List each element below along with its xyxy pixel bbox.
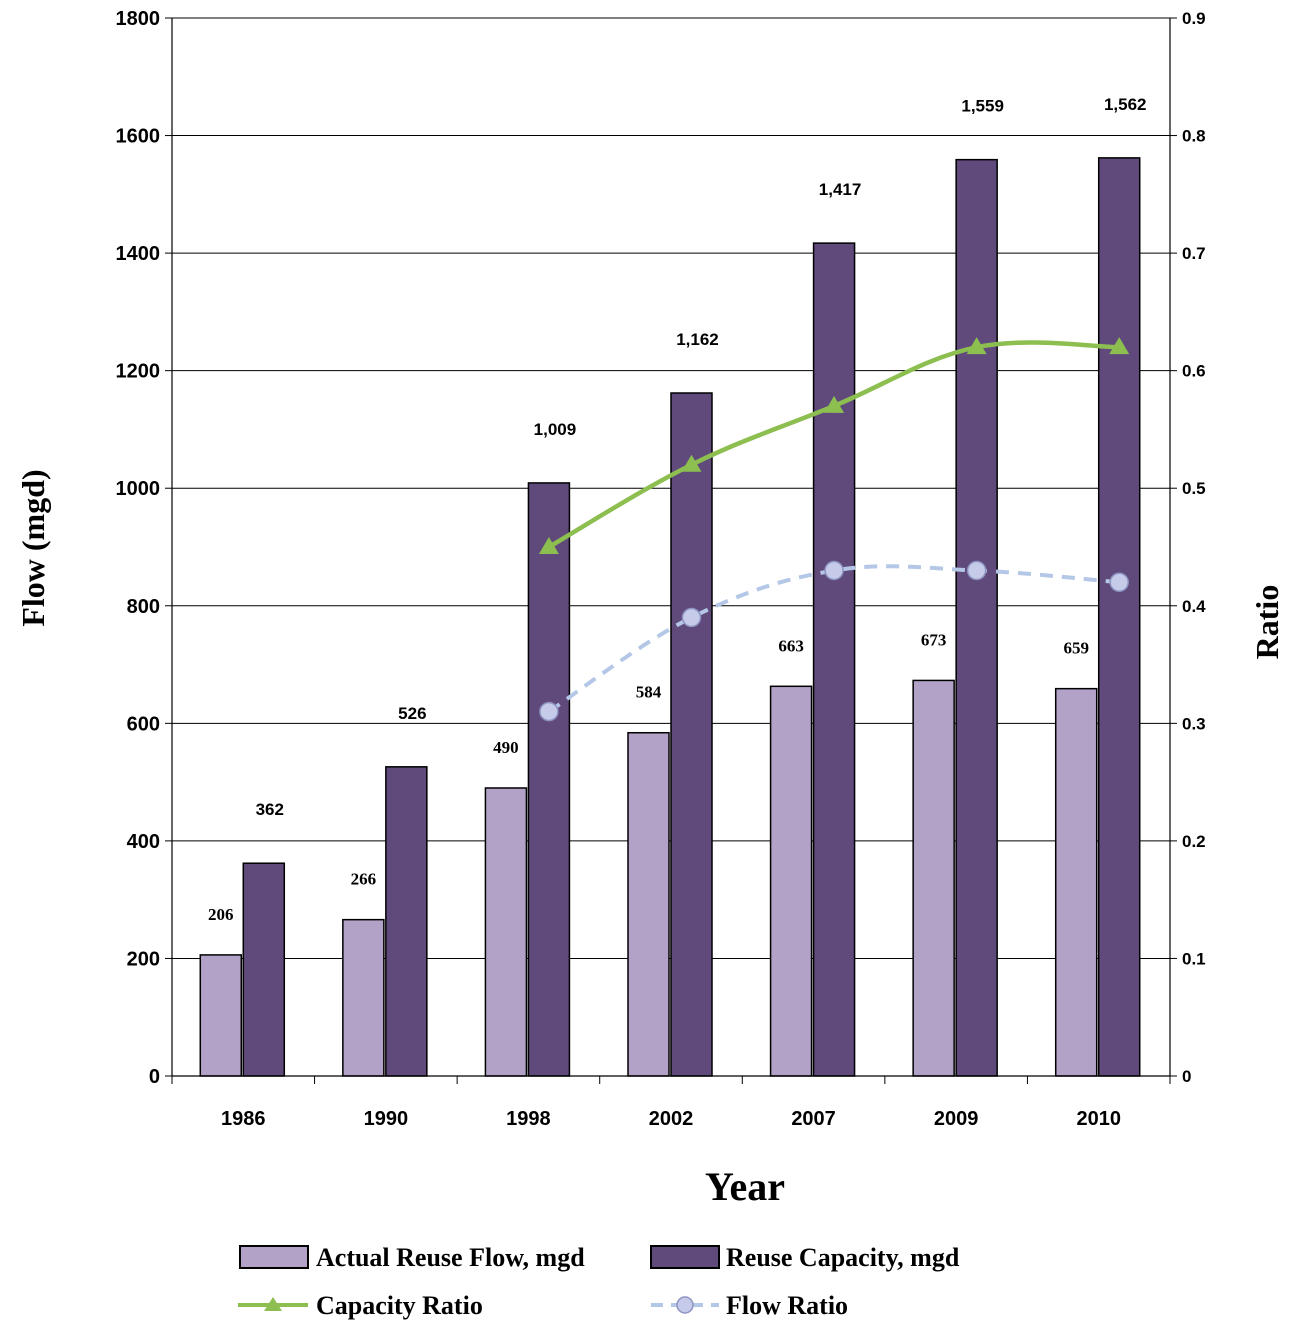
bar-reuse-capacity <box>955 158 998 1077</box>
bar-actual-flow <box>484 787 528 1077</box>
x-tick-label: 2002 <box>649 1108 694 1130</box>
legend-swatch-reuse-capacity <box>650 1245 720 1269</box>
y-tick-label: 1200 <box>116 361 161 383</box>
bar-reuse-capacity <box>385 766 428 1077</box>
y-tick-label: 1400 <box>116 243 161 265</box>
data-label-reuse-capacity: 1,417 <box>819 180 862 199</box>
x-tick-label: 1998 <box>506 1108 551 1130</box>
bar-reuse-capacity <box>242 862 286 1077</box>
y2-tick-label: 0.5 <box>1182 479 1206 498</box>
marker-flow-ratio <box>824 560 844 581</box>
legend-label-flow-ratio: Flow Ratio <box>726 1291 848 1320</box>
marker-capacity-ratio <box>1109 337 1130 355</box>
data-label-reuse-capacity: 1,559 <box>961 97 1004 116</box>
legend-label-capacity-ratio: Capacity Ratio <box>316 1291 483 1320</box>
y-tick-label: 800 <box>127 596 160 618</box>
data-label-actual-flow: 490 <box>493 738 519 757</box>
axes <box>165 17 1177 1084</box>
y2-tick-label: 0 <box>1182 1067 1191 1086</box>
marker-capacity-ratio <box>966 337 987 355</box>
y2-tick-label: 0.6 <box>1182 362 1206 381</box>
marker-capacity-ratio <box>538 537 559 554</box>
legend-marker-flow-ratio <box>676 1296 694 1314</box>
data-labels: 206 362 266 526 490 1,009 584 1,162 663 1,417 673 1… <box>208 95 1146 924</box>
legend-marker-capacity-ratio <box>264 1297 282 1311</box>
bar-reuse-capacity <box>812 242 856 1077</box>
y2-tick-label: 0.7 <box>1182 244 1206 263</box>
y2-tick-label: 0.8 <box>1182 127 1206 146</box>
y2-axis-title: Ratio <box>1249 585 1285 660</box>
marker-flow-ratio <box>681 607 702 628</box>
bar-actual-flow <box>1054 687 1098 1077</box>
bar-reuse-capacity <box>527 482 571 1077</box>
data-label-actual-flow: 659 <box>1063 639 1089 658</box>
y-tick-label: 200 <box>127 948 160 970</box>
y2-tick-label: 0.9 <box>1182 9 1206 28</box>
data-label-reuse-capacity: 526 <box>398 704 426 723</box>
y-axis-title: Flow (mgd) <box>15 469 51 626</box>
marker-capacity-ratio <box>824 395 845 413</box>
ratio-lines <box>538 337 1130 722</box>
marker-flow-ratio <box>966 560 987 581</box>
y-tick-label: 0 <box>149 1066 160 1088</box>
y2-tick-label: 0.3 <box>1182 714 1206 733</box>
marker-flow-ratio <box>539 701 559 722</box>
bar-actual-flow <box>342 918 385 1077</box>
data-label-actual-flow: 673 <box>921 630 947 649</box>
y-tick-label: 1000 <box>116 478 161 500</box>
bar-actual-flow <box>627 731 670 1077</box>
bar-reuse-capacity <box>670 392 713 1077</box>
data-label-actual-flow: 266 <box>351 870 377 889</box>
x-tick-label: 2010 <box>1076 1108 1121 1130</box>
legend-label-reuse-capacity: Reuse Capacity, mgd <box>726 1243 960 1272</box>
data-label-reuse-capacity: 1,009 <box>534 420 577 439</box>
x-axis-title: Year <box>705 1164 785 1209</box>
y-tick-label: 600 <box>127 713 160 735</box>
x-tick-label: 1986 <box>221 1108 266 1130</box>
bar-actual-flow <box>769 685 813 1077</box>
marker-flow-ratio <box>1109 572 1129 593</box>
y2-tick-label: 0.2 <box>1182 832 1206 851</box>
marker-capacity-ratio <box>681 454 702 472</box>
bar-actual-flow <box>912 679 955 1077</box>
data-label-reuse-capacity: 1,162 <box>676 330 719 349</box>
bar-actual-flow <box>199 954 243 1077</box>
x-tick-label: 2007 <box>791 1108 836 1130</box>
y2-tick-label: 0.4 <box>1182 597 1206 616</box>
bars <box>199 157 1141 1077</box>
y-tick-label: 1800 <box>116 8 161 30</box>
tick-labels: 0 200 400 600 800 1000 1200 1400 1600 1800 0 0.1 0.2… <box>116 8 1207 1130</box>
y-tick-label: 1600 <box>116 126 161 148</box>
x-tick-label: 2009 <box>934 1108 979 1130</box>
data-label-reuse-capacity: 362 <box>256 800 284 819</box>
x-tick-label: 1990 <box>364 1108 409 1130</box>
legend: Actual Reuse Flow, mgd Reuse Capacity, m… <box>238 1243 960 1320</box>
legend-label-actual-flow: Actual Reuse Flow, mgd <box>316 1243 585 1272</box>
data-label-actual-flow: 584 <box>636 683 662 702</box>
bar-reuse-capacity <box>1097 157 1141 1077</box>
data-label-actual-flow: 206 <box>208 905 234 924</box>
y-tick-label: 400 <box>127 831 160 853</box>
data-label-reuse-capacity: 1,562 <box>1104 95 1147 114</box>
data-label-actual-flow: 663 <box>778 636 804 655</box>
y2-tick-label: 0.1 <box>1182 949 1206 968</box>
legend-swatch-actual-flow <box>239 1245 309 1269</box>
